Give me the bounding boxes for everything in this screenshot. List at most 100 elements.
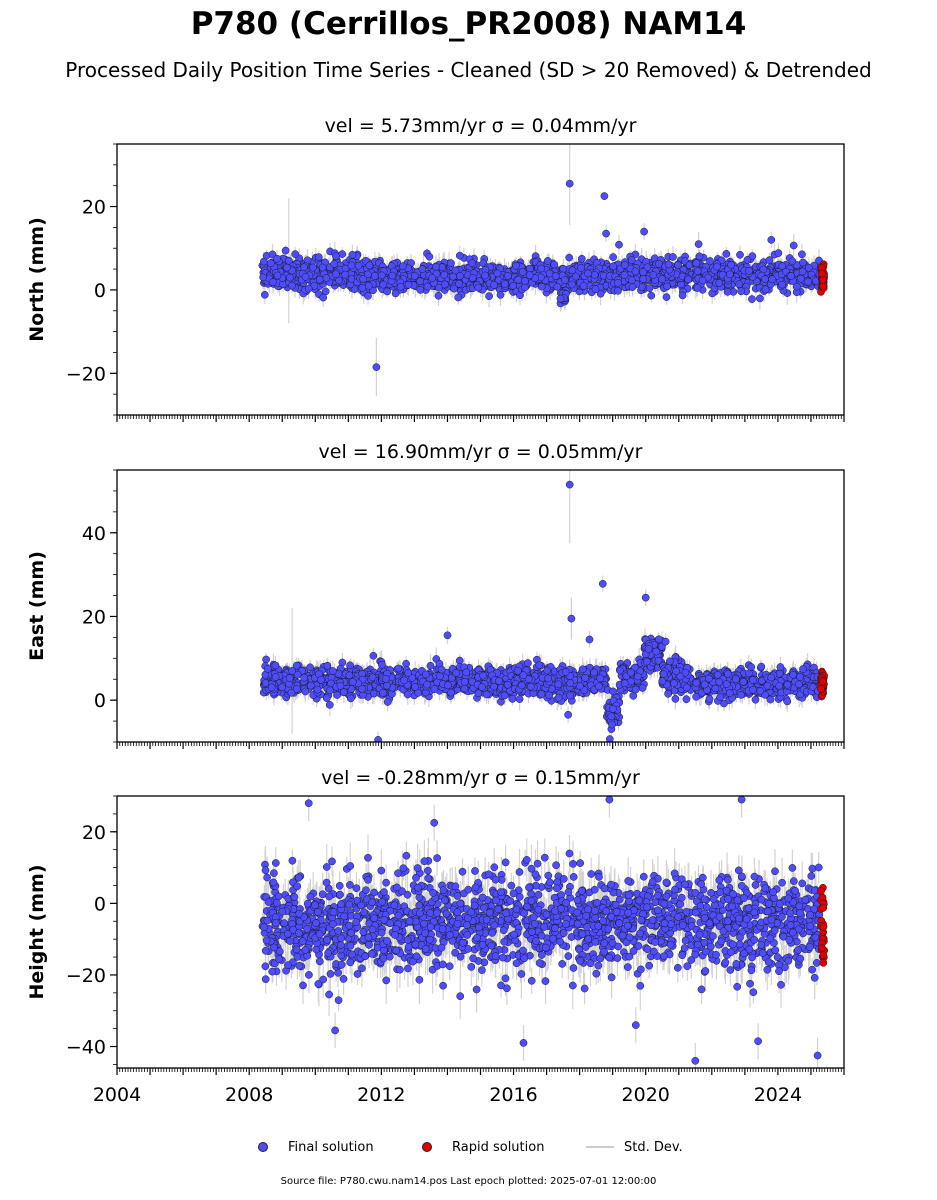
series-group-north (258, 144, 828, 397)
final-point (662, 293, 671, 301)
final-point (352, 918, 360, 926)
final-point (315, 930, 324, 939)
final-points-east (259, 480, 825, 742)
final-point (292, 684, 301, 693)
final-point (761, 285, 770, 294)
final-point-outlier (602, 229, 610, 238)
final-point (705, 695, 714, 703)
final-point (550, 260, 559, 269)
final-point (377, 866, 386, 875)
final-point (739, 677, 748, 686)
final-point (322, 878, 331, 887)
final-point (330, 260, 339, 268)
final-point-outlier (598, 579, 607, 588)
final-point (404, 964, 412, 973)
final-point (314, 253, 323, 261)
final-point (658, 677, 667, 686)
final-point (359, 275, 368, 283)
final-point-outlier (284, 256, 293, 265)
y-tick-label: 40 (82, 523, 106, 545)
chart-title: P780 (Cerrillos_PR2008) NAM14 (190, 6, 747, 42)
final-point (631, 267, 640, 276)
final-point (568, 280, 576, 289)
final-point (713, 262, 721, 271)
final-point (496, 291, 505, 299)
final-point (525, 271, 534, 279)
final-point-outlier (600, 192, 609, 200)
final-point (263, 916, 272, 925)
final-point (735, 280, 744, 289)
final-point-outlier (641, 593, 650, 602)
final-point (259, 273, 267, 282)
final-point (524, 659, 532, 667)
final-points-north (258, 179, 825, 371)
final-point (535, 661, 544, 670)
final-point (278, 683, 286, 692)
final-point (485, 292, 493, 301)
final-point (364, 281, 373, 290)
final-point (749, 685, 757, 694)
ylabel-height: Height (mm) (26, 864, 48, 999)
final-point (455, 251, 464, 260)
final-point (595, 682, 603, 691)
final-point (364, 853, 372, 862)
final-point (537, 264, 546, 273)
final-point (756, 687, 765, 695)
final-point (792, 282, 801, 291)
final-point (512, 261, 520, 270)
final-point-outlier (694, 240, 703, 248)
final-point (526, 682, 535, 691)
final-point (566, 679, 575, 687)
final-point (301, 272, 310, 281)
rapid-point (818, 677, 827, 686)
final-point (474, 689, 483, 698)
final-point (299, 981, 307, 990)
final-point (456, 272, 464, 280)
final-point (647, 291, 656, 300)
final-point (275, 955, 283, 963)
final-point (565, 253, 574, 262)
final-point (456, 992, 465, 1001)
final-point (425, 252, 434, 261)
final-point (695, 252, 704, 261)
final-point (361, 952, 370, 961)
final-point (323, 661, 332, 670)
final-point (778, 280, 786, 289)
final-point (286, 273, 294, 282)
final-point (554, 680, 563, 689)
final-point (737, 287, 745, 296)
final-point (267, 683, 276, 692)
final-point (377, 928, 386, 937)
final-point (396, 282, 405, 291)
final-point (732, 675, 740, 684)
final-point (346, 862, 355, 870)
final-point (804, 277, 812, 286)
final-point (572, 272, 580, 281)
final-point (287, 688, 296, 697)
final-point (722, 680, 731, 688)
std-dev-path-east (263, 470, 822, 742)
final-point (334, 996, 343, 1005)
final-point (261, 866, 270, 875)
final-point (348, 678, 357, 686)
final-point (504, 271, 512, 280)
final-point (293, 670, 302, 679)
final-point (381, 675, 390, 683)
final-point (428, 274, 436, 282)
final-point (467, 963, 476, 971)
final-point (643, 657, 651, 666)
final-point (270, 869, 278, 877)
final-point (669, 253, 677, 261)
final-point (581, 673, 590, 682)
final-point (293, 882, 302, 891)
final-point (295, 961, 304, 970)
final-point (358, 964, 366, 973)
y-tick-label: 20 (82, 197, 106, 219)
final-point (325, 990, 333, 999)
final-point (345, 671, 354, 680)
final-point (284, 961, 292, 970)
final-point (440, 280, 449, 289)
final-point (596, 674, 605, 683)
final-point (339, 688, 348, 697)
final-point (447, 688, 455, 697)
